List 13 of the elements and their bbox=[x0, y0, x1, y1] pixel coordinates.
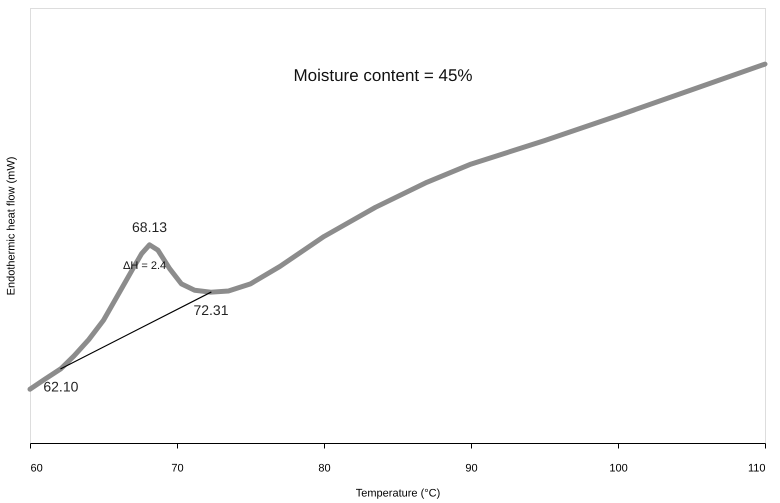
annotation: ΔH = 2.4 bbox=[123, 260, 166, 272]
annotation: 68.13 bbox=[132, 218, 168, 235]
x-tick-label: 80 bbox=[318, 462, 331, 474]
annotation: 72.31 bbox=[193, 302, 229, 318]
x-tick-label: 100 bbox=[609, 462, 628, 474]
y-axis-title: Endothermic heat flow (mW) bbox=[6, 156, 18, 296]
x-axis-title: Temperature (°C) bbox=[356, 488, 440, 500]
annotation: 62.10 bbox=[43, 378, 79, 395]
x-tick-label: 110 bbox=[748, 462, 766, 474]
x-tick-label: 90 bbox=[465, 462, 478, 474]
x-tick-label: 60 bbox=[30, 462, 43, 474]
annotation: Moisture content = 45% bbox=[293, 66, 473, 85]
x-tick-label: 70 bbox=[171, 462, 184, 474]
